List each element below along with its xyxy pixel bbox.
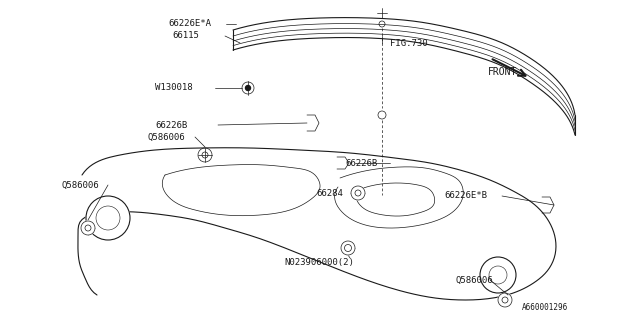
Circle shape bbox=[502, 297, 508, 303]
Text: 66226B: 66226B bbox=[345, 158, 377, 167]
Text: N023906000(2): N023906000(2) bbox=[284, 258, 354, 267]
Text: W130018: W130018 bbox=[155, 84, 193, 92]
Circle shape bbox=[351, 186, 365, 200]
Circle shape bbox=[198, 148, 212, 162]
Text: 66226E*A: 66226E*A bbox=[168, 20, 211, 28]
Text: 66226B: 66226B bbox=[155, 121, 188, 130]
Circle shape bbox=[86, 196, 130, 240]
Circle shape bbox=[85, 225, 91, 231]
Text: Q586006: Q586006 bbox=[148, 132, 186, 141]
Text: Q586006: Q586006 bbox=[455, 276, 493, 284]
Circle shape bbox=[81, 221, 95, 235]
Text: A660001296: A660001296 bbox=[522, 303, 568, 313]
Circle shape bbox=[341, 241, 355, 255]
Text: FIG.730: FIG.730 bbox=[390, 38, 428, 47]
Circle shape bbox=[480, 257, 516, 293]
Text: 66115: 66115 bbox=[172, 31, 199, 41]
Circle shape bbox=[378, 111, 386, 119]
Circle shape bbox=[344, 244, 351, 252]
Circle shape bbox=[202, 152, 208, 158]
Circle shape bbox=[242, 82, 254, 94]
Circle shape bbox=[246, 85, 250, 91]
Text: FRONT: FRONT bbox=[488, 67, 517, 77]
Text: 66226E*B: 66226E*B bbox=[444, 191, 487, 201]
Circle shape bbox=[498, 293, 512, 307]
Circle shape bbox=[355, 190, 361, 196]
Text: 66284: 66284 bbox=[316, 188, 343, 197]
Text: Q586006: Q586006 bbox=[62, 180, 100, 189]
